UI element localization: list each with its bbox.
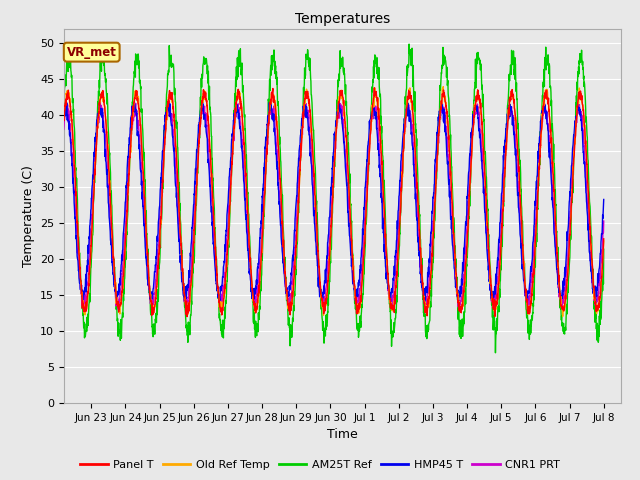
Title: Temperatures: Temperatures [295,12,390,26]
CNR1 PRT [96,97,104,103]
Old Ref Temp [600,238,607,244]
Panel T [183,314,191,320]
AM25T Ref [600,246,607,252]
Y-axis label: Temperature (C): Temperature (C) [22,165,35,267]
Old Ref Temp [53,235,61,241]
HMP45 T [81,285,89,291]
Line: CNR1 PRT: CNR1 PRT [57,100,604,309]
Panel T [600,236,607,242]
CNR1 PRT [584,222,592,228]
CNR1 PRT [305,119,313,125]
Panel T [305,100,312,106]
AM25T Ref [305,60,312,66]
Panel T [319,304,327,310]
HMP45 T [591,300,599,306]
CNR1 PRT [600,218,607,224]
AM25T Ref [53,259,61,264]
AM25T Ref [405,41,413,47]
AM25T Ref [319,323,327,329]
AM25T Ref [81,328,89,334]
AM25T Ref [484,206,492,212]
AM25T Ref [492,350,499,356]
HMP45 T [335,97,343,103]
Old Ref Temp [440,84,447,90]
HMP45 T [319,293,327,299]
Panel T [53,240,61,246]
X-axis label: Time: Time [327,429,358,442]
CNR1 PRT [115,306,122,312]
CNR1 PRT [81,293,89,299]
Line: HMP45 T: HMP45 T [57,100,604,303]
CNR1 PRT [584,203,592,208]
Panel T [484,231,492,237]
HMP45 T [600,197,607,203]
CNR1 PRT [484,249,492,254]
HMP45 T [484,258,492,264]
Panel T [371,85,378,91]
Text: VR_met: VR_met [67,46,116,59]
AM25T Ref [584,158,592,164]
HMP45 T [584,227,592,233]
Legend: Panel T, Old Ref Temp, AM25T Ref, HMP45 T, CNR1 PRT: Panel T, Old Ref Temp, AM25T Ref, HMP45 … [76,456,564,474]
Line: AM25T Ref: AM25T Ref [57,44,604,353]
HMP45 T [53,195,61,201]
Old Ref Temp [319,302,327,308]
Old Ref Temp [81,312,89,318]
Line: Old Ref Temp: Old Ref Temp [57,87,604,316]
HMP45 T [584,222,592,228]
Panel T [81,305,89,311]
Old Ref Temp [559,313,566,319]
CNR1 PRT [53,225,61,230]
Old Ref Temp [584,185,592,191]
Old Ref Temp [305,98,312,104]
Line: Panel T: Panel T [57,88,604,317]
HMP45 T [305,128,312,133]
Old Ref Temp [584,193,592,199]
AM25T Ref [584,169,592,175]
Panel T [584,187,592,192]
CNR1 PRT [319,296,327,301]
Panel T [584,189,592,195]
Old Ref Temp [484,232,492,238]
